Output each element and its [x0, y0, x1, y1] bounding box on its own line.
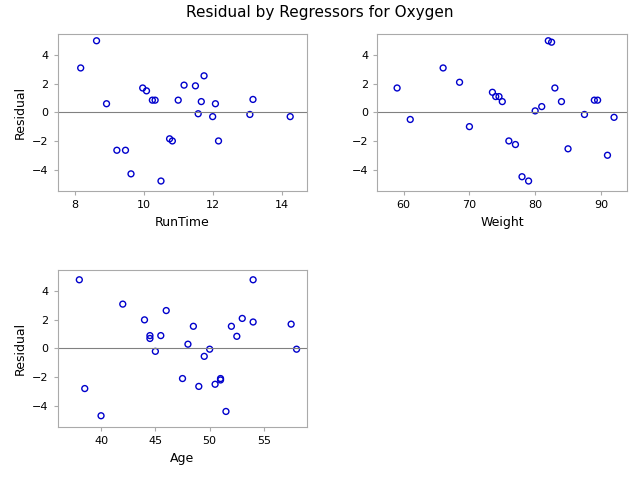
Point [150, 348, 161, 355]
Point [193, 110, 204, 118]
Point [120, 146, 131, 154]
Point [216, 376, 226, 384]
Point [92, 37, 102, 45]
Point [510, 141, 520, 148]
Point [244, 110, 255, 118]
Point [491, 93, 501, 100]
Point [118, 300, 128, 308]
Point [517, 173, 527, 180]
Point [161, 307, 172, 314]
Point [199, 72, 209, 80]
Point [405, 116, 415, 123]
X-axis label: Age: Age [170, 452, 195, 465]
Point [286, 320, 296, 328]
Point [190, 82, 200, 90]
Point [207, 113, 218, 120]
Point [96, 412, 106, 420]
Point [156, 332, 166, 339]
Point [563, 145, 573, 153]
Point [285, 113, 295, 120]
Point [524, 177, 534, 185]
Point [237, 314, 248, 322]
Point [76, 64, 86, 72]
Point [141, 87, 152, 95]
Point [609, 113, 619, 121]
Point [164, 135, 175, 143]
Point [188, 323, 198, 330]
Point [126, 170, 136, 178]
Point [194, 383, 204, 390]
Point [291, 345, 301, 353]
Point [543, 37, 554, 45]
Point [232, 333, 242, 340]
X-axis label: RunTime: RunTime [155, 216, 210, 228]
Point [199, 352, 209, 360]
Point [173, 96, 183, 104]
Point [150, 96, 160, 104]
Point [211, 100, 221, 108]
Point [494, 93, 504, 100]
Point [248, 276, 258, 284]
Point [196, 98, 207, 106]
Point [497, 98, 508, 106]
Y-axis label: Residual: Residual [13, 322, 26, 375]
Text: Residual by Regressors for Oxygen: Residual by Regressors for Oxygen [186, 5, 454, 20]
Point [454, 78, 465, 86]
Point [140, 316, 150, 324]
Y-axis label: Residual: Residual [13, 86, 26, 139]
Point [392, 84, 402, 92]
Point [183, 340, 193, 348]
Point [145, 332, 155, 339]
Point [530, 107, 540, 115]
Point [248, 96, 258, 103]
Point [145, 335, 155, 342]
Point [74, 276, 84, 284]
Point [221, 408, 231, 415]
Point [464, 123, 474, 131]
Point [112, 146, 122, 154]
Point [589, 96, 600, 104]
Point [210, 381, 220, 388]
Point [556, 98, 566, 106]
Point [179, 81, 189, 89]
Point [504, 137, 514, 145]
Point [205, 345, 215, 353]
Point [593, 96, 603, 104]
Point [213, 137, 223, 145]
Point [167, 137, 177, 145]
Point [138, 84, 148, 92]
Point [216, 375, 226, 383]
Point [547, 38, 557, 46]
Point [101, 100, 111, 108]
Point [438, 64, 448, 72]
Point [177, 375, 188, 383]
Point [487, 88, 497, 96]
Point [79, 384, 90, 392]
Point [156, 177, 166, 185]
Point [227, 323, 237, 330]
Point [248, 318, 258, 326]
Point [579, 110, 589, 118]
Point [536, 103, 547, 110]
X-axis label: Weight: Weight [481, 216, 524, 228]
Point [602, 151, 612, 159]
Point [550, 84, 560, 92]
Point [147, 96, 157, 104]
